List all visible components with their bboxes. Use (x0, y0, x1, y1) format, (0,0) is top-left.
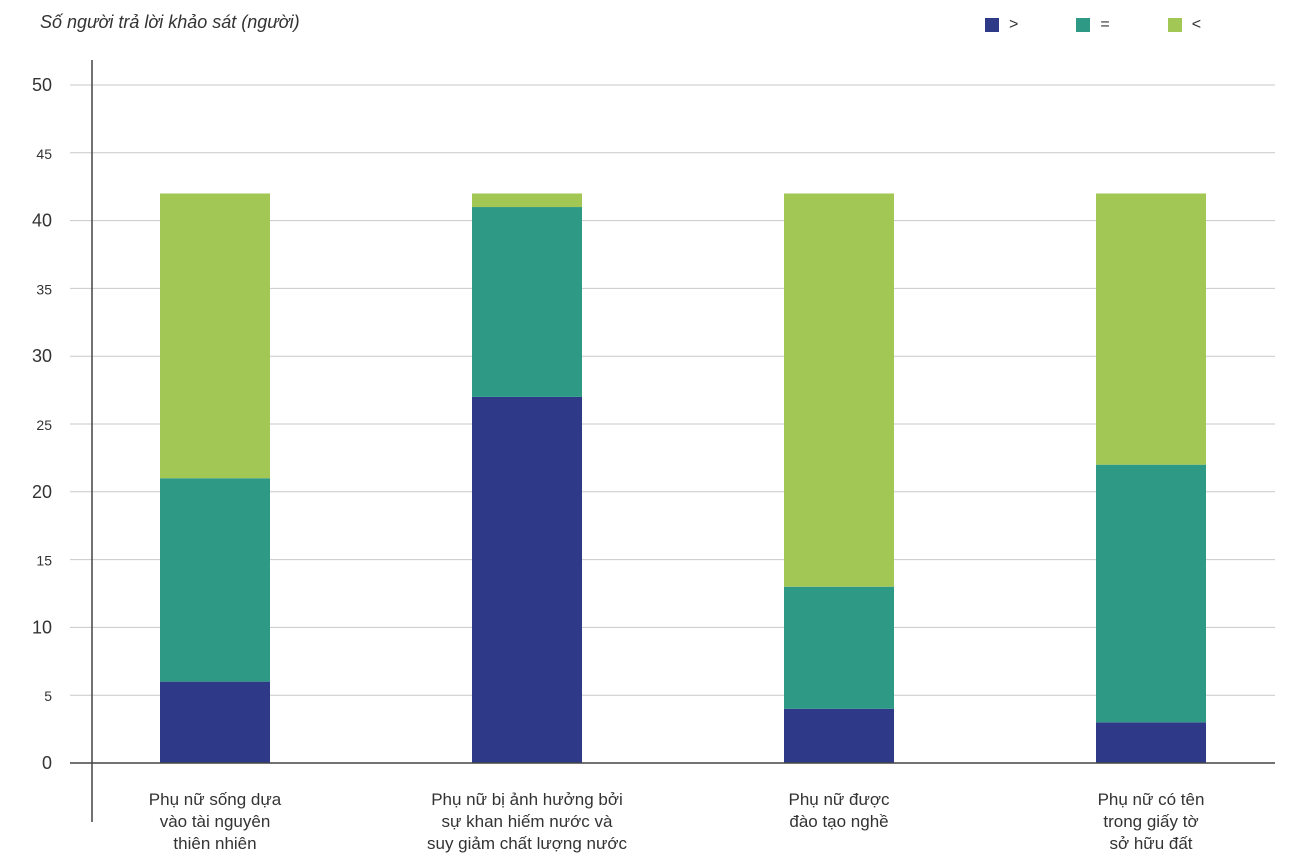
bar-2-series-1 (472, 396, 582, 763)
y-tick-label-25: 25 (36, 417, 52, 433)
bar-1-series-1 (160, 681, 270, 763)
y-tick-label-40: 40 (32, 211, 52, 231)
legend-label-less: < (1191, 16, 1202, 33)
bar-1-series-3 (160, 193, 270, 479)
category-label-2: Phụ nữ bị ảnh hưởng bởi sự khan hiếm nước… (427, 790, 628, 853)
y-tick-label-0: 0 (42, 753, 52, 773)
y-tick-label-20: 20 (32, 482, 52, 502)
legend-label-equal: = (1100, 16, 1110, 33)
bar-3-series-2 (784, 586, 894, 709)
y-tick-label-10: 10 (32, 617, 52, 637)
bar-4-series-1 (1096, 722, 1206, 763)
category-label-1: Phụ nữ sống dựa vào tài nguyên thiên nhiên (149, 790, 282, 853)
bar-1-series-2 (160, 478, 270, 682)
bar-4-series-2 (1096, 464, 1206, 723)
legend-swatch-equal (1076, 18, 1091, 32)
y-tick-label-15: 15 (36, 553, 52, 569)
y-tick-label-45: 45 (36, 146, 52, 162)
y-tick-label-30: 30 (32, 346, 52, 366)
legend-item-less: < (1167, 16, 1202, 34)
bar-2-series-3 (472, 193, 582, 208)
y-tick-label-50: 50 (32, 75, 52, 95)
legend-swatch-greater (985, 18, 999, 32)
bar-3-series-1 (784, 708, 894, 763)
legend-item-greater: > (985, 16, 1018, 34)
bar-2-series-2 (472, 207, 582, 397)
legend-item-equal: = (1076, 16, 1110, 34)
legend-label-greater: > (1009, 16, 1019, 33)
category-label-3: Phụ nữ được đào tạo nghề (788, 790, 890, 831)
bar-4-series-3 (1096, 193, 1206, 465)
category-label-4: Phụ nữ có tên trong giấy tờ sở hữu đất (1098, 790, 1205, 853)
y-tick-label-5: 5 (44, 688, 52, 704)
y-tick-label-35: 35 (36, 281, 52, 297)
legend-swatch-less (1167, 18, 1182, 32)
chart-title: Số người trả lời khảo sát (người) (40, 12, 300, 32)
bar-3-series-3 (784, 193, 894, 587)
legend: > = < (985, 16, 1259, 34)
